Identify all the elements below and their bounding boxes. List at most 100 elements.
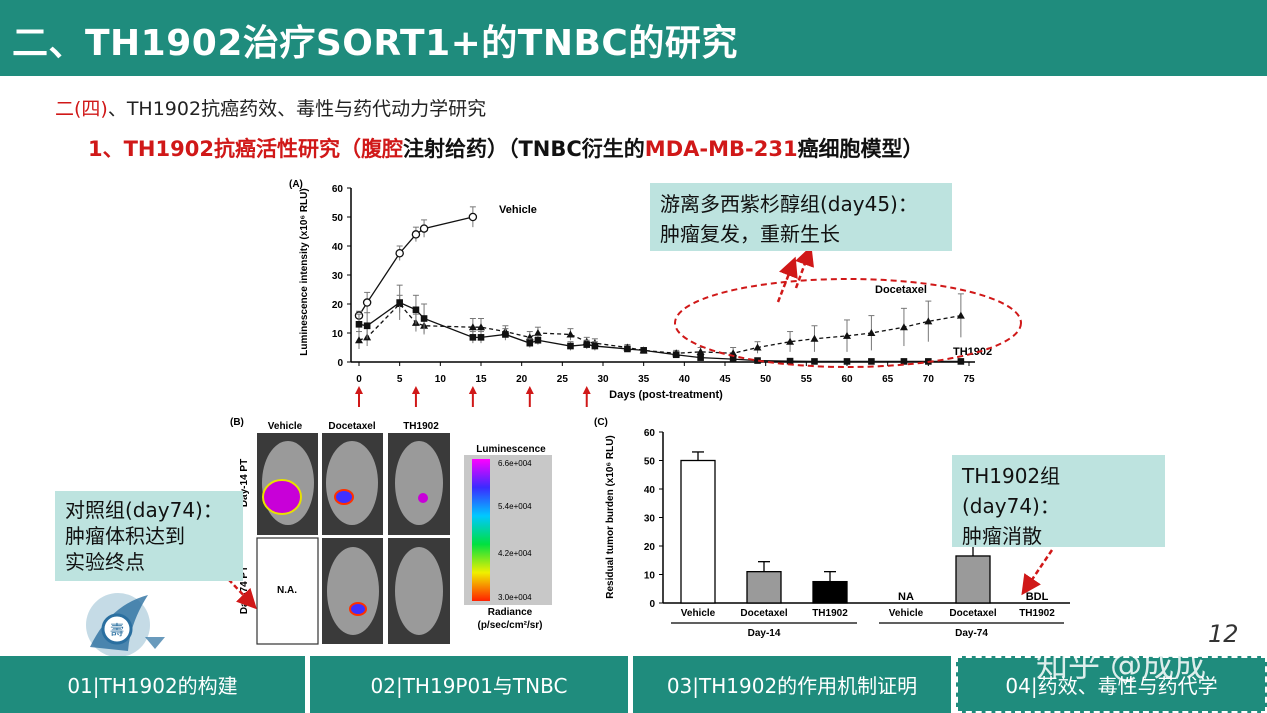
callout-th1902-line2: 肿瘤消散: [962, 524, 1042, 548]
row-day14: Day-14 PT: [239, 459, 250, 507]
panel-c-marks: 0 10 20 30 40 50 60 Vehicle Docetaxel TH1902 Day-1…: [644, 428, 1070, 639]
callout-docetaxel-line1: 游离多西紫杉醇组(day45)：: [660, 192, 918, 216]
treatment-arrowhead: [468, 386, 477, 394]
x-tick-label: 50: [760, 374, 772, 385]
point-th1902: [355, 321, 363, 328]
panel-a-axes: 0 5 10 15 20 25 30 35 40 45 50 55 60 65 70 75 0 10 20 30 40 5…: [332, 184, 975, 407]
point-docetaxel: [867, 329, 876, 336]
bar-day-14-th1902: [812, 580, 848, 604]
column-th1902: TH1902: [403, 421, 439, 432]
point-th1902: [526, 339, 534, 347]
callout-control-line3: 实验终点: [65, 550, 145, 574]
radiance-unit: (p/sec/cm²/sr): [477, 620, 542, 631]
point-docetaxel: [810, 334, 819, 342]
point-th1902: [811, 358, 818, 365]
treatment-arrowhead: [355, 386, 363, 394]
x-tick-label: 25: [557, 374, 569, 385]
x-tick-label: 15: [475, 374, 487, 385]
column-vehicle: Vehicle: [268, 421, 303, 432]
subsection-part3: MDA-MB-231: [644, 137, 798, 161]
panel-c-label: (C): [594, 417, 608, 428]
tumor-signal-docetaxel-d74: [349, 602, 367, 616]
point-th1902: [477, 334, 485, 341]
panel-a-series: [354, 206, 965, 365]
x-tick-label: 55: [801, 374, 813, 385]
callout-docetaxel: 游离多西紫杉醇组(day45)： 肿瘤复发，重新生长: [650, 183, 952, 251]
series-label-docetaxel: Docetaxel: [875, 284, 927, 296]
point-th1902: [754, 357, 761, 364]
x-tick-label: 0: [356, 374, 362, 385]
panel-c-bar-chart: (C) Residual tumor burden (x10⁶ RLU) 0 10…: [594, 417, 1070, 639]
x-tick-label: 75: [963, 374, 975, 385]
point-docetaxel: [843, 331, 851, 339]
bar-note-day-74-vehicle: NA: [898, 591, 914, 603]
category-label-day-74-vehicle: Vehicle: [889, 608, 924, 619]
point-vehicle: [468, 212, 478, 222]
scale-tick-2: 5.4e+004: [498, 502, 532, 511]
scale-tick-4: 3.0e+004: [498, 593, 532, 602]
x-tick-label: 20: [516, 374, 528, 385]
section-prefix: 二(四): [55, 98, 108, 120]
svg-text:壽: 壽: [110, 623, 124, 639]
bar-day-74-docetaxel: [955, 555, 991, 604]
y-tick-label: 60: [644, 428, 656, 439]
bottom-nav: 01|TH1902的构建 02|TH19P01与TNBC 03|TH1902的作…: [0, 656, 1267, 713]
y-tick-label: 10: [644, 571, 656, 582]
y-tick-label: 0: [337, 358, 343, 369]
panel-a-label: (A): [289, 179, 303, 190]
point-th1902: [672, 351, 680, 359]
x-tick-label: 5: [397, 374, 403, 385]
point-th1902: [729, 355, 737, 363]
series-line-th1902: [358, 301, 961, 363]
point-docetaxel: [924, 317, 933, 325]
y-tick-label: 20: [644, 542, 656, 553]
column-docetaxel: Docetaxel: [328, 421, 375, 432]
tab-efficacy-toxicity-pk[interactable]: 04|药效、毒性与药代学: [956, 656, 1267, 713]
scale-tick-3: 4.2e+004: [498, 549, 532, 558]
tab-th19p01-tnbc[interactable]: 02|TH19P01与TNBC: [310, 656, 628, 713]
y-tick-label: 40: [332, 242, 344, 253]
na-label: N.A.: [277, 585, 297, 596]
scale-tick-1: 6.6e+004: [498, 459, 532, 468]
group-label-day-74: Day-74: [955, 628, 988, 639]
tab-mechanism[interactable]: 03|TH1902的作用机制证明: [633, 656, 951, 713]
point-th1902: [534, 336, 542, 344]
point-docetaxel: [468, 323, 477, 331]
panel-c-ylabel: Residual tumor burden (x10⁶ RLU): [605, 435, 616, 599]
empty-frame-vehicle-d74: [256, 537, 319, 645]
y-tick-label: 60: [332, 184, 344, 195]
y-tick-label: 40: [644, 485, 656, 496]
watermark: 知乎 @成成: [1036, 646, 1207, 684]
point-th1902: [591, 342, 599, 350]
tab-construction[interactable]: 01|TH1902的构建: [0, 656, 305, 713]
x-tick-label: 35: [638, 374, 650, 385]
point-docetaxel: [533, 329, 542, 336]
panel-b-label: (B): [230, 417, 244, 428]
point-th1902: [900, 358, 908, 365]
point-th1902: [640, 347, 647, 354]
category-label-day-14-docetaxel: Docetaxel: [740, 608, 787, 619]
point-th1902: [583, 341, 591, 348]
panel-a-ylabel: Luminescence intensity (x10⁶ RLU): [299, 188, 310, 355]
point-th1902: [957, 358, 965, 365]
category-label-day-74-th1902: TH1902: [1019, 608, 1055, 619]
highlight-ellipse: [674, 278, 1022, 368]
category-label-day-14-vehicle: Vehicle: [681, 608, 716, 619]
treatment-arrowhead: [525, 386, 534, 394]
callout-docetaxel-line2: 肿瘤复发，重新生长: [660, 222, 840, 246]
panel-b-imaging: (B) Vehicle Docetaxel TH1902 Day-14 PT D…: [230, 417, 552, 645]
x-tick-label: 65: [882, 374, 894, 385]
point-docetaxel: [956, 311, 965, 319]
panel-a-xlabel: Days (post-treatment): [609, 389, 723, 401]
category-label-day-74-docetaxel: Docetaxel: [949, 608, 996, 619]
callout-control: 对照组(day74)： 肿瘤体积达到 实验终点: [55, 491, 243, 581]
y-tick-label: 0: [649, 599, 655, 610]
y-tick-label: 30: [644, 514, 656, 525]
point-docetaxel: [899, 323, 908, 331]
point-docetaxel: [696, 347, 705, 355]
point-docetaxel: [566, 330, 575, 338]
category-label-day-14-th1902: TH1902: [812, 608, 848, 619]
treatment-arrowhead: [411, 386, 420, 394]
x-tick-label: 70: [923, 374, 935, 385]
